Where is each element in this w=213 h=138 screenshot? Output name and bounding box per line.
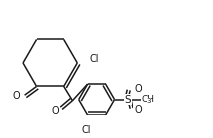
Text: S: S <box>125 95 131 105</box>
Text: O: O <box>13 91 20 101</box>
Text: S: S <box>125 95 131 105</box>
Text: O: O <box>134 105 142 115</box>
Text: O: O <box>134 84 142 94</box>
Text: Cl: Cl <box>90 54 99 64</box>
Text: Cl: Cl <box>82 125 91 135</box>
Text: O: O <box>51 106 59 116</box>
Text: CH: CH <box>141 95 154 104</box>
Text: 3: 3 <box>147 98 151 104</box>
